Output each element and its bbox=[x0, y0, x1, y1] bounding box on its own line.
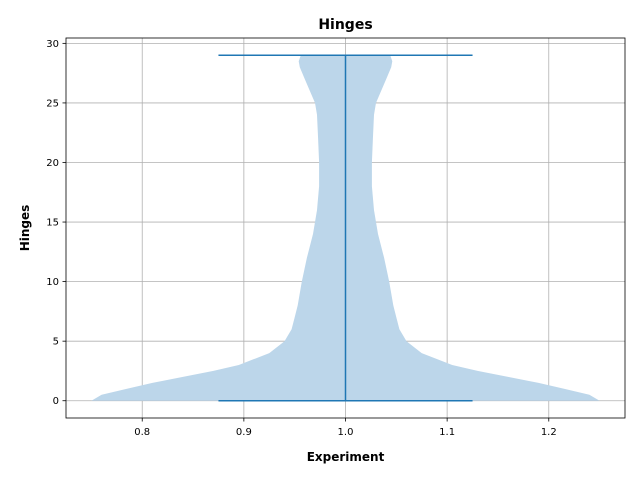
y-tick-label: 0 bbox=[53, 396, 59, 407]
chart-title: Hinges bbox=[318, 17, 372, 33]
y-tick-label: 10 bbox=[46, 277, 59, 288]
y-tick-label: 15 bbox=[46, 218, 59, 229]
x-tick-label: 0.8 bbox=[134, 427, 150, 438]
y-tick-label: 30 bbox=[46, 39, 59, 50]
x-tick-label: 1.1 bbox=[439, 427, 455, 438]
y-tick-label: 25 bbox=[46, 98, 59, 109]
y-axis-title: Hinges bbox=[18, 205, 32, 252]
x-tick-label: 1.2 bbox=[541, 427, 557, 438]
y-tick-label: 5 bbox=[53, 337, 59, 348]
y-axis: 0 5 10 15 20 25 30 bbox=[46, 39, 66, 407]
x-axis-title: Experiment bbox=[307, 450, 385, 464]
x-tick-label: 1.0 bbox=[338, 427, 354, 438]
x-tick-label: 0.9 bbox=[236, 427, 252, 438]
y-tick-label: 20 bbox=[46, 158, 59, 169]
x-axis: 0.8 0.9 1.0 1.1 1.2 bbox=[134, 418, 557, 438]
violin-layer bbox=[91, 54, 600, 402]
